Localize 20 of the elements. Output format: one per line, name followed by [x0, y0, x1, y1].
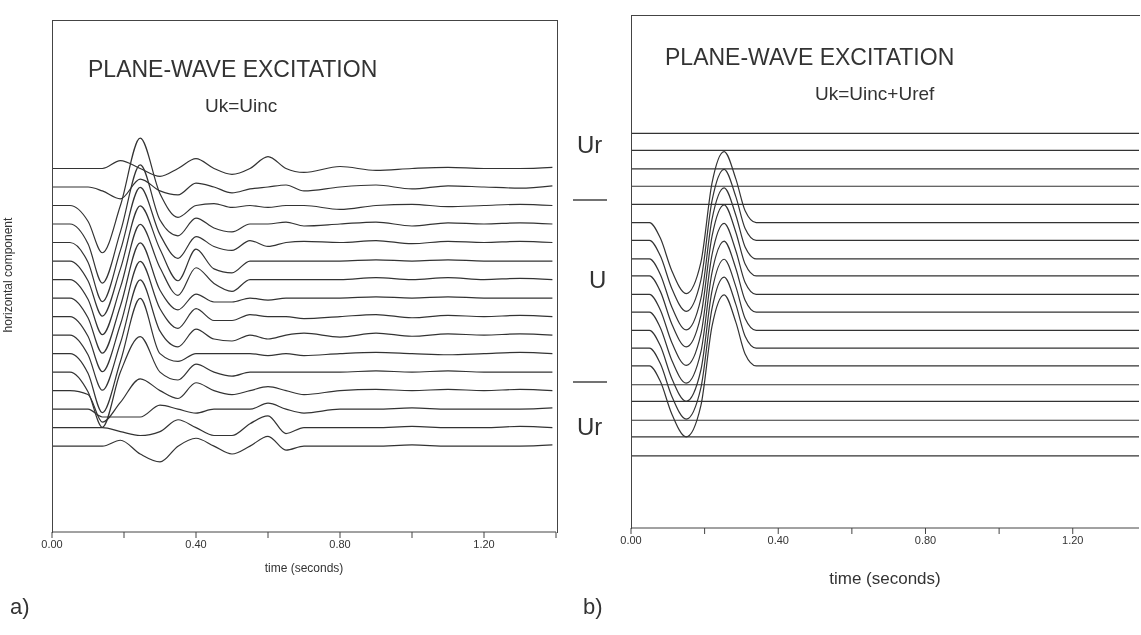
- x-tick-label: 1.20: [1062, 533, 1084, 546]
- text: a): [10, 594, 30, 619]
- chart-subtitle: Uk=Uinc+Uref: [815, 83, 935, 104]
- x-tick-label: 0.80: [329, 537, 351, 550]
- x-tick-label: 0.00: [41, 537, 63, 550]
- text: Ur: [577, 413, 603, 440]
- chart-title: PLANE-WAVE EXCITATION: [665, 44, 955, 70]
- text: b): [583, 594, 603, 619]
- x-axis-title: time (seconds): [264, 561, 344, 575]
- x-tick-label: 0.40: [185, 537, 207, 550]
- x-axis-title: time (seconds): [829, 569, 941, 588]
- text: Ur: [577, 131, 603, 158]
- x-tick-label: 0.80: [914, 533, 937, 546]
- x-tick-label: 0.00: [620, 533, 642, 546]
- x-tick-label: 1.20: [473, 537, 495, 550]
- text: U: [589, 266, 607, 293]
- y-axis-title: horizontal component: [1, 217, 15, 333]
- x-tick-label: 0.40: [767, 533, 789, 546]
- chart-subtitle: Uk=Uinc: [205, 95, 278, 116]
- chart-title: PLANE-WAVE EXCITATION: [88, 56, 378, 82]
